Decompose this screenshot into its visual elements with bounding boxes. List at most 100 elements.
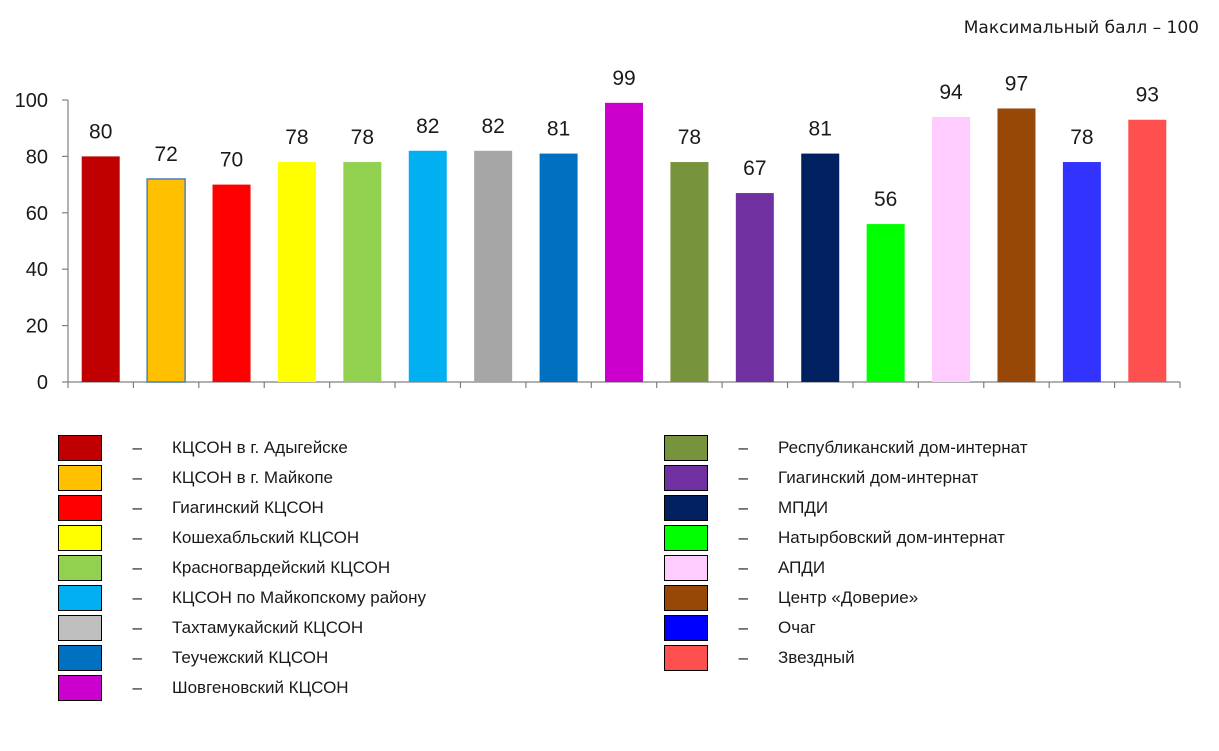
legend-label: Республиканский дом-интернат: [778, 438, 1028, 457]
data-label: 78: [678, 126, 701, 149]
bar: [277, 162, 316, 382]
legend-dash: –: [132, 648, 142, 667]
legend-label: Гиагинский КЦСОН: [172, 498, 324, 517]
bar-chart: 0 20 40 60 80 100 80 72 70 78 78 82 82 81 99 78 67 81 56 94…: [15, 67, 1181, 394]
legend-dash: –: [132, 618, 142, 637]
legend-label: Кошехабльский КЦСОН: [172, 528, 360, 547]
bar: [932, 116, 971, 383]
legend-label: АПДИ: [778, 558, 826, 577]
data-label: 93: [1136, 84, 1159, 107]
legend-swatch: [58, 465, 102, 491]
legend-item: – Гиагинский дом-интернат: [664, 463, 1028, 493]
legend-item: – КЦСОН в г. Адыгейске: [58, 433, 426, 463]
legend-item: – МПДИ: [664, 493, 1028, 523]
legend-swatch: [664, 645, 708, 671]
legend-right-column: – Республиканский дом-интернат – Гиагинский…: [664, 433, 1028, 673]
data-label: 80: [89, 120, 112, 143]
legend-swatch: [664, 555, 708, 581]
bar: [343, 162, 382, 382]
legend-swatch: [58, 645, 102, 671]
legend-swatch: [664, 495, 708, 521]
legend-item: – КЦСОН по Майкопскому району: [58, 583, 426, 613]
legend-dash: –: [738, 648, 748, 667]
bar: [1062, 162, 1101, 382]
legend-swatch: [58, 495, 102, 521]
y-tick-label: 100: [15, 90, 48, 112]
legend-left-column: – КЦСОН в г. Адыгейске – КЦСОН в г. Майкопе…: [58, 433, 426, 703]
bar: [801, 153, 840, 382]
legend-item: – Тахтамукайский КЦСОН: [58, 613, 426, 643]
data-label: 78: [1070, 126, 1093, 149]
legend-label: Шовгеновский КЦСОН: [172, 678, 349, 697]
data-label: 99: [612, 67, 635, 90]
legend-swatch: [664, 585, 708, 611]
data-label: 81: [547, 118, 570, 141]
legend-dash: –: [132, 528, 142, 547]
data-label: 70: [220, 149, 243, 172]
legend-swatch: [58, 675, 102, 701]
bar: [1128, 119, 1167, 383]
legend-label: Красногвардейский КЦСОН: [172, 558, 391, 577]
legend-dash: –: [738, 498, 748, 517]
legend-item: – Очаг: [664, 613, 1028, 643]
data-label: 94: [939, 81, 963, 104]
y-tick-label: 40: [26, 259, 48, 281]
legend-label: КЦСОН по Майкопскому району: [172, 588, 427, 607]
legend-item: – Звездный: [664, 643, 1028, 673]
legend-label: КЦСОН в г. Майкопе: [172, 468, 333, 487]
bar: [605, 102, 643, 382]
legend-item: – Гиагинский КЦСОН: [58, 493, 426, 523]
max-score-note: Максимальный балл – 100: [963, 18, 1199, 38]
data-label: 82: [416, 115, 439, 138]
legend-swatch: [664, 435, 708, 461]
legend-dash: –: [738, 558, 748, 577]
legend-dash: –: [738, 588, 748, 607]
legend-item: – Красногвардейский КЦСОН: [58, 553, 426, 583]
y-tick-label: 80: [26, 146, 48, 168]
y-tick-label: 0: [37, 372, 48, 394]
bar: [539, 153, 578, 382]
legend-label: Очаг: [778, 618, 816, 637]
legend-label: Гиагинский дом-интернат: [778, 468, 979, 487]
y-tick-label: 60: [26, 203, 48, 225]
legend-swatch: [58, 435, 102, 461]
bar: [81, 156, 120, 382]
legend-dash: –: [132, 438, 142, 457]
legend-swatch: [664, 615, 708, 641]
bar: [735, 193, 774, 382]
legend-label: МПДИ: [778, 498, 829, 517]
legend-dash: –: [132, 588, 142, 607]
data-label: 78: [285, 126, 308, 149]
legend-item: – КЦСОН в г. Майкопе: [58, 463, 426, 493]
y-tick-label: 20: [26, 316, 48, 338]
legend-label: Натырбовский дом-интернат: [778, 528, 1005, 547]
legend-swatch: [58, 525, 102, 551]
legend-dash: –: [132, 678, 142, 697]
bar: [997, 108, 1036, 383]
legend-dash: –: [132, 468, 142, 487]
legend-dash: –: [132, 498, 142, 517]
legend-label: Теучежский КЦСОН: [172, 648, 329, 667]
bar: [670, 162, 709, 382]
legend-label: КЦСОН в г. Адыгейске: [172, 438, 348, 457]
legend-label: Тахтамукайский КЦСОН: [172, 618, 364, 637]
data-label: 97: [1005, 72, 1028, 95]
legend-item: – Натырбовский дом-интернат: [664, 523, 1028, 553]
legend-item: – Теучежский КЦСОН: [58, 643, 426, 673]
legend-swatch: [58, 585, 102, 611]
data-label: 72: [154, 143, 177, 166]
legend-label: Центр «Доверие»: [778, 588, 919, 607]
legend-item: – Республиканский дом-интернат: [664, 433, 1028, 463]
bar: [474, 150, 513, 382]
legend-dash: –: [738, 618, 748, 637]
legend-item: – Шовгеновский КЦСОН: [58, 673, 426, 703]
bar: [408, 150, 447, 382]
legend-swatch: [58, 615, 102, 641]
bar: [866, 224, 905, 382]
data-label: 82: [481, 115, 504, 138]
legend-swatch: [58, 555, 102, 581]
legend-swatch: [664, 465, 708, 491]
legend-dash: –: [738, 438, 748, 457]
legend-item: – Кошехабльский КЦСОН: [58, 523, 426, 553]
legend-label: Звездный: [778, 648, 855, 667]
